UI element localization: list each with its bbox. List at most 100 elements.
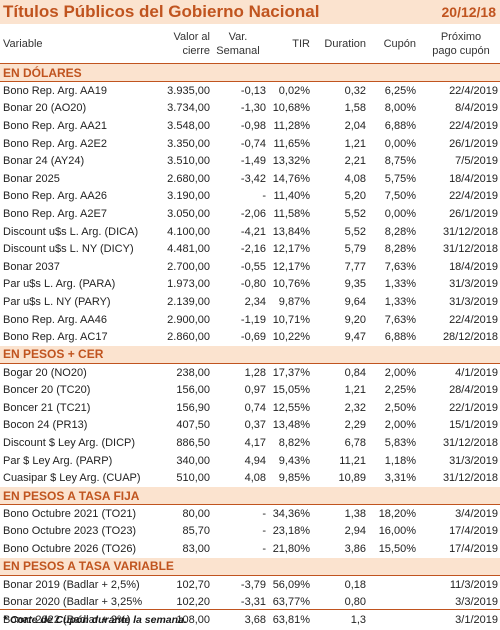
cell-cupon: 6,25% xyxy=(384,84,416,97)
table-row: Bonar 2022 (Badlar + 2%) 108,00 3,68 63,81%… xyxy=(0,611,500,629)
header-proximo-line2: pago cupón xyxy=(432,44,490,57)
cell-duration: 2,29 xyxy=(344,419,366,432)
cell-proximo: 28/4/2019 xyxy=(449,384,498,397)
cell-valor: 3.935,00 xyxy=(167,84,210,97)
cell-duration: 1,58 xyxy=(344,102,366,115)
cell-duration: 0,80 xyxy=(344,596,366,609)
cell-valor: 2.139,00 xyxy=(167,295,210,308)
cell-var: -0,55 xyxy=(240,260,266,273)
cell-proximo: 31/3/2019 xyxy=(449,278,498,291)
cell-var: -2,16 xyxy=(240,243,266,256)
table-row: Bonar 2025 2.680,00 -3,42 14,76% 4,08 5,75% 18… xyxy=(0,170,500,188)
cell-var: -0,13 xyxy=(240,84,266,97)
cell-var: 4,94 xyxy=(244,454,266,467)
cell-duration: 5,52 xyxy=(344,225,366,238)
cell-cupon: 1,18% xyxy=(384,454,416,467)
cell-proximo: 31/12/2018 xyxy=(442,225,498,238)
cell-tir: 14,76% xyxy=(272,172,310,185)
table-row: Bonar 24 (AY24) 3.510,00 -1,49 13,32% 2,21 8,… xyxy=(0,152,500,170)
table-row: Par u$s L. NY (PARY) 2.139,00 2,34 9,87% 9,6… xyxy=(0,293,500,311)
cell-var: - xyxy=(262,543,266,556)
cell-duration: 5,52 xyxy=(344,207,366,220)
page-title: Títulos Públicos del Gobierno Nacional xyxy=(3,2,320,21)
cell-valor: 108,00 xyxy=(176,613,210,626)
table-row: Bono Rep. Arg. AA46 2.900,00 -1,19 10,71% 9,… xyxy=(0,311,500,329)
cell-cupon: 15,50% xyxy=(378,543,416,556)
cell-cupon: 2,50% xyxy=(384,401,416,414)
cell-tir: 11,28% xyxy=(273,119,311,132)
table-row: Bonar 2037 2.700,00 -0,55 12,17% 7,77 7,63% 18… xyxy=(0,258,500,276)
cell-valor: 3.510,00 xyxy=(167,155,210,168)
cell-tir: 9,85% xyxy=(278,472,310,485)
cell-var: - xyxy=(262,525,266,538)
cell-duration: 1,21 xyxy=(344,384,366,397)
cell-cupon: 8,28% xyxy=(384,225,416,238)
cell-tir: 10,76% xyxy=(272,278,310,291)
cell-variable: Bonar 2020 (Badlar + 3,25% xyxy=(3,596,143,609)
cell-cupon: 16,00% xyxy=(378,525,416,538)
header-var-line2: Semanal xyxy=(216,44,260,57)
cell-cupon: 0,00% xyxy=(384,207,416,220)
cell-valor: 340,00 xyxy=(176,454,210,467)
table-row: Discount $ Ley Arg. (DICP) 886,50 4,17 8,82… xyxy=(0,434,500,452)
cell-cupon: 1,33% xyxy=(384,295,416,308)
cell-tir: 23,18% xyxy=(272,525,310,538)
cell-variable: Cuasipar $ Ley Arg. (CUAP) xyxy=(3,472,141,485)
cell-variable: Bonar 20 (AO20) xyxy=(3,102,87,115)
cell-tir: 12,55% xyxy=(272,401,310,414)
cell-variable: Bono Rep. Arg. AC17 xyxy=(3,331,108,344)
cell-proximo: 26/1/2019 xyxy=(449,207,498,220)
header-valor-line2: cierre xyxy=(182,44,210,57)
cell-cupon: 0,00% xyxy=(384,137,416,150)
cell-variable: Bonar 2037 xyxy=(3,260,60,273)
header-valor: Valor al cierre xyxy=(152,30,210,58)
cell-valor: 85,70 xyxy=(182,525,210,538)
cell-variable: Bonar 2025 xyxy=(3,172,60,185)
cell-var: -0,74 xyxy=(240,137,266,150)
cell-valor: 3.548,00 xyxy=(167,119,210,132)
cell-proximo: 8/4/2019 xyxy=(455,102,498,115)
table-row: Discount u$s L. Arg. (DICA) 4.100,00 -4,21… xyxy=(0,223,500,241)
cell-cupon: 6,88% xyxy=(384,331,416,344)
cell-variable: Bono Octubre 2026 (TO26) xyxy=(3,543,137,556)
cell-duration: 4,08 xyxy=(344,172,366,185)
cell-var: 3,68 xyxy=(244,613,266,626)
cell-cupon: 6,88% xyxy=(384,119,416,132)
cell-cupon: 8,00% xyxy=(384,102,416,115)
cell-proximo: 22/4/2019 xyxy=(449,313,498,326)
header-proximo: Próximo pago cupón xyxy=(416,30,500,58)
cell-cupon: 8,28% xyxy=(384,243,416,256)
cell-var: -0,98 xyxy=(240,119,266,132)
cell-variable: Bonar 24 (AY24) xyxy=(3,155,85,168)
table-row: Bogar 20 (NO20) 238,00 1,28 17,37% 0,84 2,00%… xyxy=(0,364,500,382)
cell-proximo: 11/3/2019 xyxy=(449,578,498,591)
cell-valor: 886,50 xyxy=(176,437,210,450)
table-row: Bono Rep. Arg. A2E7 3.050,00 -2,06 11,58% 5,… xyxy=(0,205,500,223)
cell-var: 0,74 xyxy=(244,401,266,414)
cell-duration: 10,89 xyxy=(338,472,366,485)
cell-tir: 13,48% xyxy=(272,419,310,432)
table-row: Bono Rep. Arg. AA19 3.935,00 -0,13 0,02% 0,3… xyxy=(0,82,500,100)
table-row: Par $ Ley Arg. (PARP) 340,00 4,94 9,43% 11,2… xyxy=(0,452,500,470)
header-valor-line1: Valor al xyxy=(173,30,210,43)
cell-var: -0,69 xyxy=(240,331,266,344)
cell-variable: Boncer 21 (TC21) xyxy=(3,401,91,414)
cell-var: - xyxy=(262,190,266,203)
cell-cupon: 2,00% xyxy=(384,366,416,379)
cell-valor: 2.900,00 xyxy=(167,313,210,326)
cell-var: 2,34 xyxy=(244,295,266,308)
cell-duration: 9,35 xyxy=(344,278,366,291)
cell-var: - xyxy=(262,507,266,520)
cell-var: -4,21 xyxy=(240,225,266,238)
cell-valor: 3.190,00 xyxy=(167,190,210,203)
cell-var: 4,17 xyxy=(244,437,266,450)
cell-proximo: 31/3/2019 xyxy=(449,295,498,308)
cell-tir: 11,65% xyxy=(273,137,311,150)
cell-valor: 102,70 xyxy=(176,578,210,591)
section-header: EN DÓLARES xyxy=(0,64,500,82)
cell-tir: 56,09% xyxy=(272,578,310,591)
cell-tir: 8,82% xyxy=(278,437,310,450)
cell-var: 4,08 xyxy=(244,472,266,485)
table-row: Bonar 20 (AO20) 3.734,00 -1,30 10,68% 1,58 8,… xyxy=(0,100,500,118)
header-var: Var. Semanal xyxy=(210,30,266,58)
